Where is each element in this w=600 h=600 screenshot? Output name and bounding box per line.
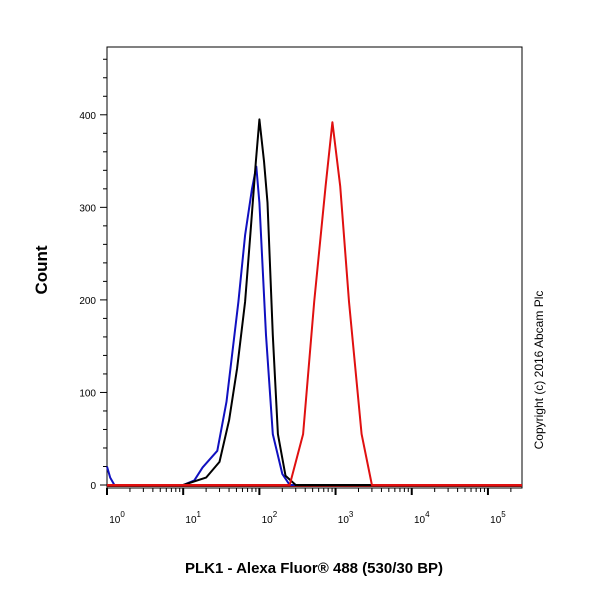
histogram-series-1: [107, 118, 522, 486]
histogram-series-2: [107, 121, 522, 486]
histogram-series-0: [106, 165, 522, 486]
y-tick-label: 0: [90, 481, 96, 492]
x-tick-label: 104: [414, 510, 430, 526]
plot-frame: [106, 46, 523, 489]
y-tick-label: 100: [79, 388, 96, 399]
x-axis-label: PLK1 - Alexa Fluor® 488 (530/30 BP): [185, 560, 443, 577]
y-tick-label: 300: [79, 203, 96, 214]
y-tick-label: 400: [79, 111, 96, 122]
y-axis-label: Count: [32, 245, 51, 294]
x-tick-label: 100: [109, 510, 125, 526]
x-tick-label: 102: [262, 510, 278, 526]
x-tick-label: 103: [338, 510, 354, 526]
copyright-annotation: Copyright (c) 2016 Abcam Plc: [532, 291, 546, 450]
y-tick-label: 200: [79, 296, 96, 307]
x-tick-label: 105: [490, 510, 506, 526]
x-tick-label: 101: [185, 510, 201, 526]
